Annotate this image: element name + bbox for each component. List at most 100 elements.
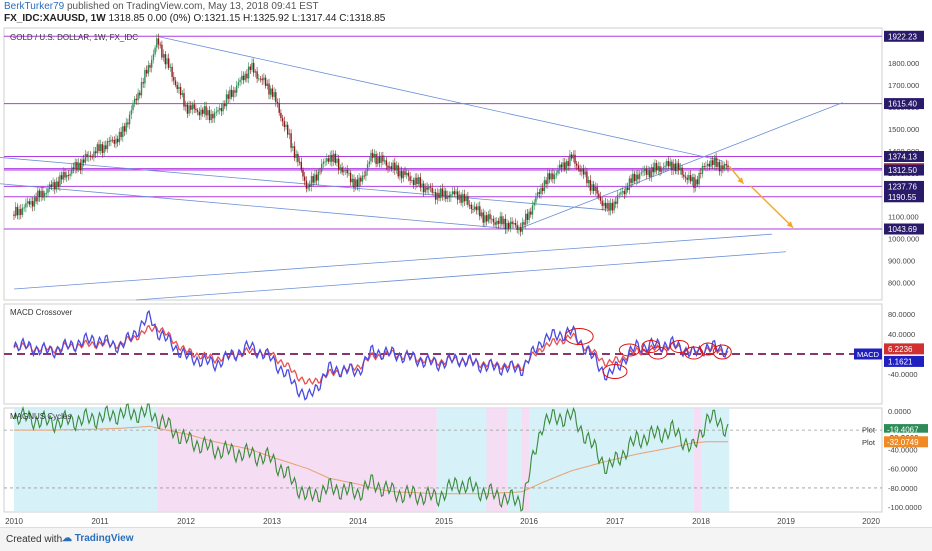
magnus-tick-label: -40.0000 [888,445,918,454]
candle-body [173,76,175,81]
candle-body [183,93,185,107]
candle-body [232,90,234,97]
candle-body [700,172,702,174]
annotation-circle-8 [712,344,732,360]
magnus-tick-label: -100.0000 [888,503,922,512]
candle-body [645,169,648,175]
candle-body [152,54,155,60]
candle-body [409,176,411,181]
candle-body [467,196,469,205]
candle-body [321,163,323,172]
candle-body [154,47,156,55]
candle-body [329,154,331,162]
candle-body [81,159,83,170]
candle-body [696,179,699,185]
candle-body [501,216,503,225]
level-label-4: 1312.50 [888,166,917,175]
candle-body [157,38,160,45]
tradingview-logo[interactable]: ☁ TradingView [62,533,134,544]
candle-body [181,93,183,95]
annotation-circle-3 [641,340,661,353]
candle-body [691,177,693,182]
candle-body [623,191,625,195]
candle-body [83,159,85,163]
candle-body [406,172,408,175]
candle-body [625,187,627,195]
candle-body [288,133,291,135]
candle-body [219,108,221,110]
level-label-box-0 [884,30,924,42]
candle-body [404,171,406,175]
level-label-7: 1043.69 [888,225,917,234]
candle-body [140,82,143,96]
candle-body [113,140,115,144]
candle-body [42,190,44,198]
candle-body [103,145,105,153]
candle-body [88,155,90,158]
candle-body [672,163,675,171]
candle-body [100,144,102,151]
candle-body [247,66,250,79]
candle-body [392,162,394,169]
candle-body [390,166,393,169]
candle-body [521,222,523,232]
symbol-label: FX_IDC:XAUUSD, 1W [4,13,106,24]
candle-body [20,208,22,215]
candle-body [399,170,401,177]
macd-value-label-1: 1.1621 [888,357,913,366]
trend-line-4 [135,251,787,301]
level-label-box-4 [884,164,924,176]
candle-body [382,155,384,162]
candle-body [480,212,483,217]
candle-body [383,160,386,162]
candle-body [475,206,478,211]
candle-body [465,196,467,202]
tradingview-brand: TradingView [74,533,134,544]
x-axis-year-2012: 2012 [177,517,195,526]
author-link[interactable]: BerkTurker79 [4,1,65,12]
candle-body [60,175,63,180]
candle-body [159,44,161,46]
x-axis-year-2010: 2010 [5,517,23,526]
candle-body [584,171,586,175]
candle-body [84,154,87,163]
candle-body [572,154,574,159]
x-axis-year-2011: 2011 [91,517,109,526]
candle-body [530,211,532,215]
candle-body [446,195,449,199]
level-label-box-1 [884,98,924,110]
candle-body [215,111,217,113]
candle-body [655,163,658,171]
candle-body [547,173,549,185]
candle-body [445,190,447,199]
candle-body [608,203,610,211]
candle-body [659,166,661,172]
candle-body [144,70,146,84]
candle-body [222,103,224,112]
candle-body [630,178,632,183]
candle-body [562,162,564,168]
candle-body [139,92,141,96]
projection-arrow-1 [750,185,794,229]
candle-body [23,207,25,209]
chart-canvas[interactable]: GOLD / U.S. DOLLAR, 1W, FX_IDC 1800.000 17… [0,26,932,527]
candle-body [715,157,717,167]
candle-body [424,187,427,193]
candle-body [458,194,461,200]
candle-body [426,187,428,190]
candle-body [71,167,73,174]
candle-body [661,168,663,172]
candle-body [28,201,30,205]
candle-body [37,190,39,202]
magnus-value-label-0: -19.4067 [887,426,919,435]
candle-body [536,192,539,197]
candle-body [514,222,517,226]
candle-body [652,167,654,173]
candle-body [642,171,644,173]
candle-body [305,180,308,189]
candle-body [706,163,709,167]
candle-body [387,165,389,168]
candle-body [93,151,95,158]
candle-body [132,104,134,111]
magnus-tick-label: -80.0000 [888,484,918,493]
